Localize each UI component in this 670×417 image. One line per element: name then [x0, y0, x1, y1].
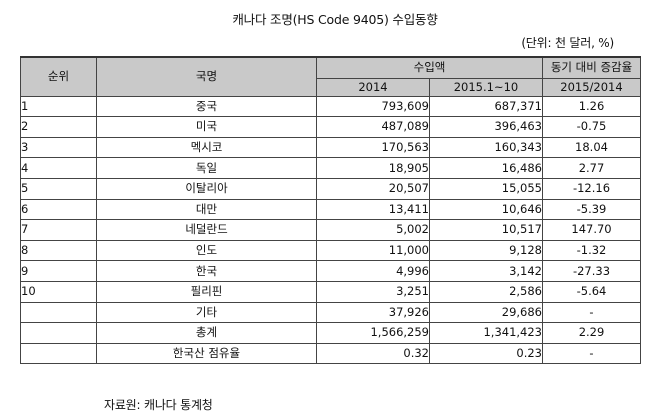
value-2014-cell: 1,566,259: [316, 322, 430, 344]
table-row: 6 대만 13,411 10,646 -5.39: [20, 198, 641, 221]
change-cell: 18.04: [542, 136, 641, 159]
country-header: 국명: [96, 55, 317, 97]
value-2014-cell: 487,089: [316, 116, 430, 138]
rank-cell: [20, 301, 97, 324]
country-cell: 중국: [96, 95, 317, 118]
value-2015-cell: 396,463: [429, 116, 543, 138]
rank-cell: 10: [20, 280, 97, 303]
rank-cell: 8: [20, 239, 97, 262]
value-2014-cell: 18,905: [316, 157, 430, 179]
table-row: 5 이탈리아 20,507 15,055 -12.16: [20, 177, 641, 200]
rank-cell: 7: [20, 219, 97, 241]
rank-cell: 4: [20, 157, 97, 179]
table-row: 7 네덜란드 5,002 10,517 147.70: [20, 219, 641, 241]
value-2015-cell: 10,646: [429, 198, 543, 221]
country-cell: 총계: [96, 322, 317, 344]
rank-header: 순위: [20, 55, 97, 97]
table-row: 2 미국 487,089 396,463 -0.75: [20, 116, 641, 138]
change-cell: -27.33: [542, 260, 641, 282]
change-cell: -: [542, 342, 641, 365]
table-row: 1 중국 793,609 687,371 1.26: [20, 95, 641, 118]
value-2014-cell: 20,507: [316, 177, 430, 200]
change-cell: 2.77: [542, 157, 641, 179]
change-cell: 2.29: [542, 322, 641, 344]
period-2015-header: 2015.1~10: [429, 77, 543, 97]
change-cell: -: [542, 301, 641, 324]
unit-note: (단위: 천 달러, %): [521, 36, 614, 50]
change-cell: -5.64: [542, 280, 641, 303]
rank-cell: 3: [20, 136, 97, 159]
rank-cell: [20, 322, 97, 344]
table-row: 9 한국 4,996 3,142 -27.33: [20, 260, 641, 282]
country-cell: 독일: [96, 157, 317, 179]
country-cell: 이탈리아: [96, 177, 317, 200]
rank-cell: [20, 342, 97, 365]
subheader-row: 2014 2015.1~10 2015/2014: [21, 77, 641, 97]
value-2015-cell: 1,341,423: [429, 322, 543, 344]
rank-cell: 9: [20, 260, 97, 282]
yoy-change-header: 동기 대비 증감율: [542, 55, 641, 79]
country-cell: 한국: [96, 260, 317, 282]
change-cell: 147.70: [542, 219, 641, 241]
country-cell: 네덜란드: [96, 219, 317, 241]
change-cell: -5.39: [542, 198, 641, 221]
table-row: 총계 1,566,259 1,341,423 2.29: [20, 322, 641, 344]
value-2014-cell: 13,411: [316, 198, 430, 221]
table-row: 8 인도 11,000 9,128 -1.32: [20, 239, 641, 262]
header-row: 순위 국명 수입액 동기 대비 증감율: [20, 55, 641, 97]
table-row: 4 독일 18,905 16,486 2.77: [20, 157, 641, 179]
table-row: 기타 37,926 29,686-: [20, 301, 641, 324]
country-cell: 한국산 점유율: [96, 342, 317, 365]
value-2014-cell: 0.32: [316, 342, 430, 365]
value-2015-cell: 2,586: [429, 280, 543, 303]
value-2015-cell: 0.23: [429, 342, 543, 365]
period-change-header: 2015/2014: [542, 77, 641, 97]
table-row: 10 필리핀 3,251 2,586 -5.64: [20, 280, 641, 303]
change-cell: -12.16: [542, 177, 641, 200]
value-2014-cell: 37,926: [316, 301, 430, 324]
value-2014-cell: 3,251: [316, 280, 430, 303]
table-row: 한국산 점유율 0.32 0.23-: [20, 342, 641, 365]
change-cell: -0.75: [542, 116, 641, 138]
value-2014-cell: 5,002: [316, 219, 430, 241]
value-2015-cell: 29,686: [429, 301, 543, 324]
value-2015-cell: 10,517: [429, 219, 543, 241]
country-cell: 멕시코: [96, 136, 317, 159]
rank-cell: 6: [20, 198, 97, 221]
table-title: 캐나다 조명(HS Code 9405) 수입동향: [232, 12, 438, 27]
source-note: 자료원: 캐나다 통계청: [104, 398, 213, 412]
value-2015-cell: 15,055: [429, 177, 543, 200]
country-cell: 기타: [96, 301, 317, 324]
import-value-header: 수입액: [316, 55, 543, 79]
country-cell: 인도: [96, 239, 317, 262]
value-2014-cell: 11,000: [316, 239, 430, 262]
value-2015-cell: 16,486: [429, 157, 543, 179]
change-cell: 1.26: [542, 95, 641, 118]
value-2015-cell: 3,142: [429, 260, 543, 282]
value-2014-cell: 170,563: [316, 136, 430, 159]
table-row: 3 멕시코 170,563 160,343 18.04: [20, 136, 641, 159]
country-cell: 대만: [96, 198, 317, 221]
year-2014-header: 2014: [316, 77, 430, 97]
rank-cell: 2: [20, 116, 97, 138]
value-2015-cell: 9,128: [429, 239, 543, 262]
value-2014-cell: 4,996: [316, 260, 430, 282]
country-cell: 미국: [96, 116, 317, 138]
value-2015-cell: 160,343: [429, 136, 543, 159]
rank-cell: 1: [20, 95, 97, 118]
rank-cell: 5: [20, 177, 97, 200]
value-2015-cell: 687,371: [429, 95, 543, 118]
value-2014-cell: 793,609: [316, 95, 430, 118]
import-table: 순위 국명 수입액 동기 대비 증감율 2014 2015.1~10 2015/…: [20, 55, 641, 365]
change-cell: -1.32: [542, 239, 641, 262]
country-cell: 필리핀: [96, 280, 317, 303]
